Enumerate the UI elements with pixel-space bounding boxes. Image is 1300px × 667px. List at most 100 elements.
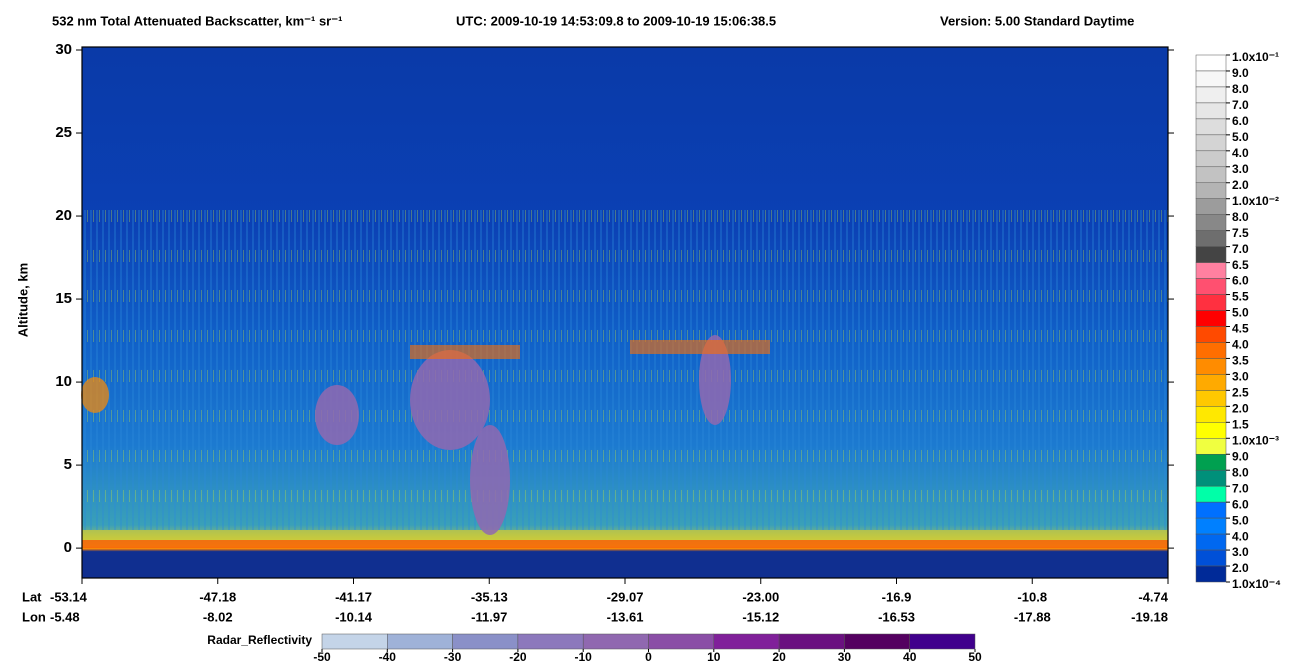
colorbar-tick-label: 5.0 — [1232, 306, 1249, 320]
colorbar-tick-label: 1.0x10⁻¹ — [1232, 50, 1279, 64]
colorbar-segment — [1195, 533, 1227, 551]
colorbar-segment — [1195, 198, 1227, 215]
colorbar-segment — [1195, 134, 1227, 152]
radar-label: Radar_Reflectivity — [207, 633, 312, 647]
colorbar-tick-label: 5.5 — [1232, 290, 1249, 304]
colorbar-segment — [1195, 166, 1227, 184]
colorbar-segment — [1195, 326, 1227, 343]
y-tick-label: 25 — [55, 124, 72, 141]
radar-colorbar-segment — [387, 633, 453, 650]
colorbar-segment — [1195, 278, 1227, 295]
radar-tick-label: 50 — [968, 650, 982, 664]
y-tick-label: 30 — [55, 41, 72, 58]
radar-tick-label: -50 — [313, 650, 331, 664]
radar-colorbar-segment — [648, 633, 715, 650]
colorbar-tick-label: 4.0 — [1232, 529, 1249, 543]
colorbar-tick-label: 1.0x10⁻⁴ — [1232, 577, 1281, 591]
colorbar-segment — [1195, 230, 1227, 247]
lon-tick-label: -11.97 — [471, 609, 507, 624]
lon-tick-label: -5.48 — [50, 609, 80, 624]
colorbar-tick-label: 7.0 — [1232, 242, 1249, 256]
colorbar-tick-label: 4.0 — [1232, 146, 1249, 160]
radar-colorbar-segment — [778, 633, 845, 650]
colorbar-segment — [1195, 214, 1227, 231]
y-tick-label: 5 — [64, 456, 72, 473]
radar-tick-label: 20 — [772, 650, 786, 664]
radar-colorbar-segment — [713, 633, 780, 650]
colorbar-tick-label: 8.0 — [1232, 82, 1249, 96]
lat-tick-label: -53.14 — [50, 589, 88, 604]
colorbar-segment — [1195, 294, 1227, 311]
colorbar-tick-label: 2.0 — [1232, 402, 1249, 416]
colorbar-tick-label: 8.0 — [1232, 210, 1249, 224]
version-label: Version: 5.00 Standard Daytime — [940, 13, 1134, 28]
colorbar-segment — [1195, 342, 1227, 359]
colorbar-segment — [1195, 517, 1227, 535]
colorbar-segment — [1195, 310, 1227, 327]
colorbar-tick-label: 8.0 — [1232, 465, 1249, 479]
colorbar-segment — [1195, 406, 1227, 423]
colorbar-tick-label: 6.0 — [1232, 497, 1249, 511]
lat-tick-label: -10.8 — [1017, 589, 1047, 604]
colorbar-tick-label: 4.0 — [1232, 338, 1249, 352]
lon-tick-label: -17.88 — [1014, 609, 1051, 624]
y-axis-title: Altitude, km — [15, 263, 30, 337]
heatmap-image — [81, 47, 1168, 578]
lon-tick-label: -15.12 — [742, 609, 779, 624]
colorbar-segment — [1195, 150, 1227, 168]
colorbar-segment — [1195, 485, 1227, 503]
colorbar-tick-label: 1.0x10⁻² — [1232, 194, 1279, 208]
colorbar-segment — [1195, 390, 1227, 407]
lon-tick-label: -16.53 — [878, 609, 915, 624]
radar-colorbar-segment — [909, 633, 976, 650]
colorbar-segment — [1195, 469, 1227, 487]
colorbar-tick-label: 9.0 — [1232, 66, 1249, 80]
colorbar-tick-label: 2.0 — [1232, 178, 1249, 192]
lon-tick-label: -10.14 — [335, 609, 373, 624]
colorbar-tick-label: 3.5 — [1232, 354, 1249, 368]
colorbar-tick-label: 1.5 — [1232, 417, 1249, 431]
colorbar-tick-label: 7.0 — [1232, 481, 1249, 495]
colorbar-tick-label: 6.5 — [1232, 258, 1249, 272]
lat-tick-label: -41.17 — [335, 589, 372, 604]
colorbar-segment — [1195, 70, 1227, 88]
colorbar-segment — [1195, 86, 1227, 104]
radar-colorbar-segment — [844, 633, 910, 650]
colorbar-segment — [1195, 246, 1227, 263]
colorbar-tick-label: 3.0 — [1232, 370, 1249, 384]
y-tick-label: 15 — [55, 290, 72, 307]
lat-tick-label: -16.9 — [882, 589, 912, 604]
colorbar-tick-label: 3.0 — [1232, 545, 1249, 559]
colorbar-segment — [1195, 102, 1227, 120]
colorbar-segment — [1195, 422, 1227, 439]
colorbar-segment — [1195, 358, 1227, 375]
colorbar-tick-label: 1.0x10⁻³ — [1232, 433, 1279, 447]
y-tick-label: 20 — [55, 207, 72, 224]
radar-tick-label: -30 — [444, 650, 462, 664]
colorbar-segment — [1195, 549, 1227, 567]
radar-colorbar-segment — [321, 633, 388, 650]
radar-tick-label: -10 — [575, 650, 593, 664]
lon-tick-label: -13.61 — [607, 609, 644, 624]
lat-label: Lat — [22, 589, 42, 604]
colorbar-tick-label: 6.0 — [1232, 114, 1249, 128]
colorbar-tick-label: 7.0 — [1232, 98, 1249, 112]
lat-tick-label: -23.00 — [742, 589, 779, 604]
radar-colorbar-segment — [517, 633, 584, 650]
colorbar-segment — [1195, 54, 1227, 72]
lon-label: Lon — [22, 609, 46, 624]
colorbar-segment — [1195, 438, 1227, 455]
radar-tick-label: -40 — [379, 650, 397, 664]
lat-tick-label: -4.74 — [1138, 589, 1168, 604]
colorbar-segment — [1195, 182, 1227, 199]
colorbar-segment — [1195, 501, 1227, 519]
colorbar-segment — [1195, 374, 1227, 391]
colorbar-tick-label: 2.5 — [1232, 386, 1249, 400]
lat-tick-label: -47.18 — [199, 589, 236, 604]
radar-tick-label: 0 — [645, 650, 652, 664]
colorbar-tick-label: 7.5 — [1232, 226, 1249, 240]
radar-tick-label: 40 — [903, 650, 917, 664]
colorbar-segment — [1195, 262, 1227, 279]
lon-tick-label: -19.18 — [1131, 609, 1168, 624]
